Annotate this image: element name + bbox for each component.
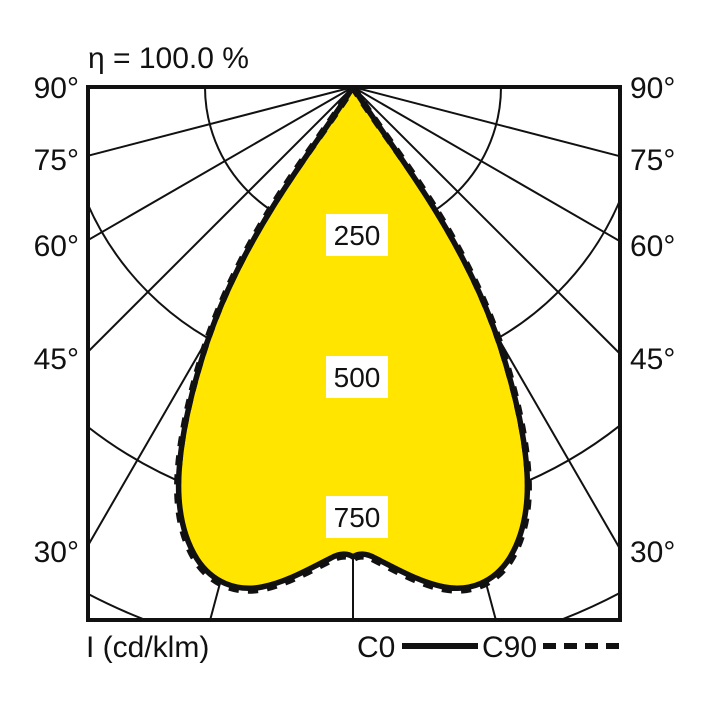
left-tick-60: 60°: [34, 230, 79, 263]
grid-ray-l45: [88, 87, 354, 354]
plot-frame: [86, 85, 622, 622]
left-tick-90: 90°: [34, 72, 79, 105]
legend: C0 C90: [357, 631, 620, 664]
ring-label-250: 250: [334, 220, 381, 251]
ring-label-750: 750: [334, 502, 381, 533]
ring-label-bg-750: [326, 496, 388, 538]
grid-ray-r60: [352, 87, 620, 243]
legend-label-c0: C0: [357, 631, 395, 664]
intensity-distribution: [174, 87, 532, 594]
left-axis-labels: 90° 75° 60° 45° 30°: [34, 72, 79, 569]
grid-ray-r75: [352, 87, 620, 158]
right-tick-30: 30°: [630, 536, 675, 569]
left-tick-75: 75°: [34, 144, 79, 177]
grid-ray-l60: [88, 87, 354, 242]
grid-ray-l75: [88, 87, 354, 157]
grid-ray-r45: [352, 87, 620, 356]
intensity-fill: [178, 87, 528, 589]
ring-label-500: 500: [334, 362, 381, 393]
curve-c0: [175, 87, 531, 591]
left-tick-45: 45°: [34, 343, 79, 376]
ring-label-bg-250: [326, 214, 388, 256]
legend-label-c90: C90: [482, 631, 537, 664]
right-axis-labels: 90° 75° 60° 45° 30°: [630, 72, 675, 569]
ring-value-labels: 250 500 750: [326, 214, 388, 538]
efficiency-label: η = 100.0 %: [88, 42, 249, 75]
ring-label-bg-500: [326, 356, 388, 398]
right-tick-60: 60°: [630, 230, 675, 263]
unit-label: I (cd/klm): [86, 631, 209, 664]
right-tick-75: 75°: [630, 144, 675, 177]
right-tick-45: 45°: [630, 343, 675, 376]
right-tick-90: 90°: [630, 72, 675, 105]
left-tick-30: 30°: [34, 536, 79, 569]
